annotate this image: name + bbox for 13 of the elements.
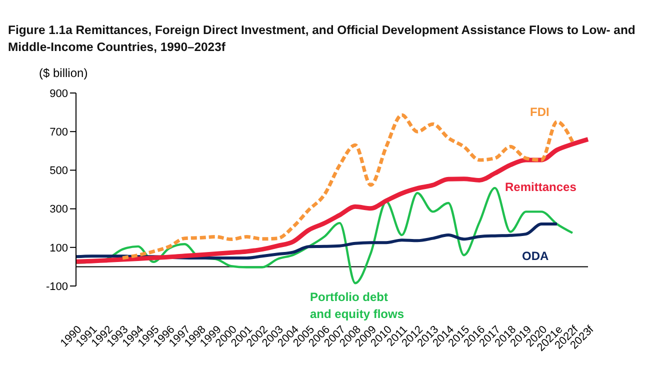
y-tick-label: 900 bbox=[50, 88, 68, 100]
series-label: Portfolio debt and equity flows bbox=[310, 289, 406, 323]
y-tick-label: 500 bbox=[50, 165, 68, 178]
series-label: ODA bbox=[522, 248, 550, 265]
y-tick-label: 100 bbox=[50, 242, 68, 254]
y-tick-label: -100 bbox=[46, 280, 68, 293]
y-tick-label: 300 bbox=[50, 204, 68, 216]
chart-title: Figure 1.1a Remittances, Foreign Direct Investment, and Official Development Assistance Flows to Low- and Middle-Income Countries, 1990–2023f bbox=[8, 22, 636, 56]
series-label: Remittances bbox=[505, 179, 578, 196]
series-label: FDI bbox=[530, 104, 550, 121]
y-tick-label: 700 bbox=[50, 126, 68, 139]
y-axis-title: ($ billion) bbox=[39, 66, 88, 80]
line-series bbox=[74, 137, 590, 264]
